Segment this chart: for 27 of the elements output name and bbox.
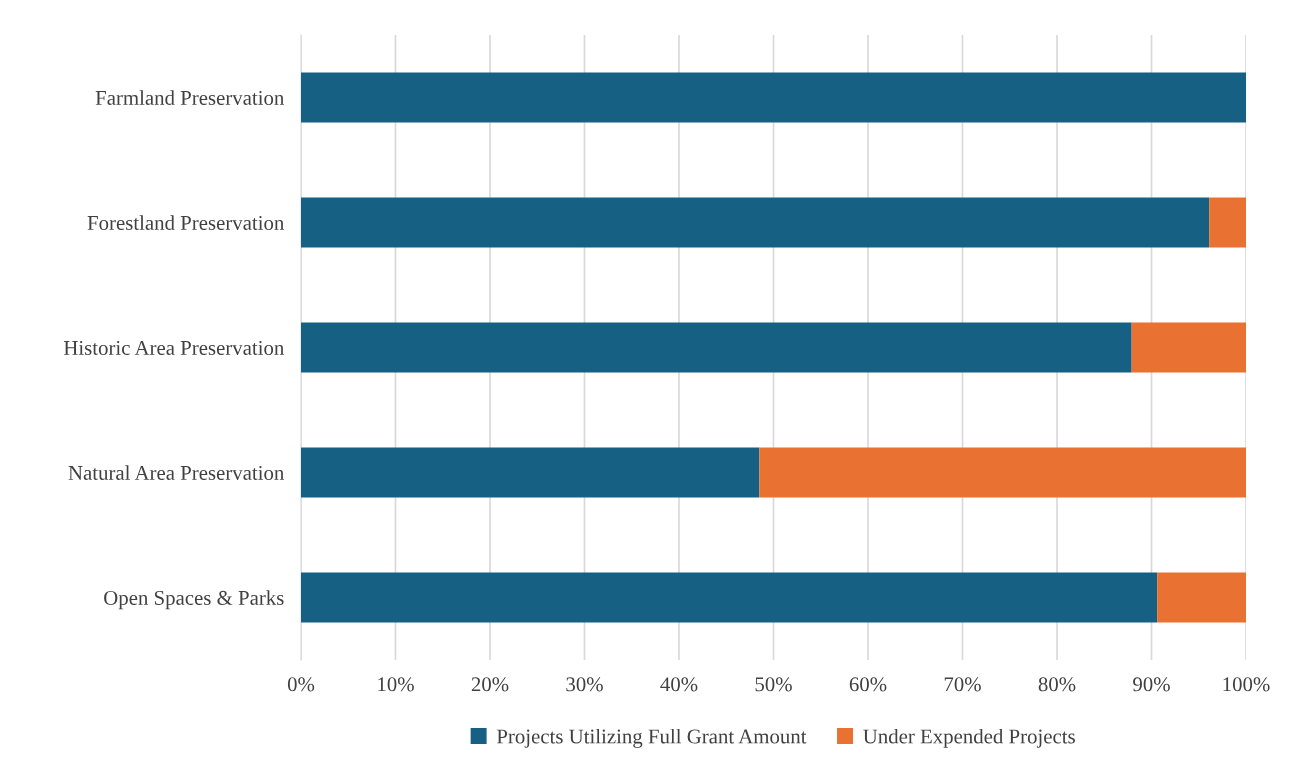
bar (301, 322, 1132, 373)
y-tick-label: Natural Area Preservation (68, 465, 285, 480)
legend-label: Under Expended Projects (863, 728, 1075, 748)
bar (759, 447, 1246, 498)
x-tick-label: 10% (378, 677, 414, 692)
y-tick-label: Farmland Preservation (95, 90, 285, 105)
bar (1157, 572, 1246, 623)
x-tick-label: 90% (1133, 677, 1170, 692)
y-tick-label: Open Spaces & Parks (104, 590, 284, 610)
legend-label: Projects Utilizing Full Grant Amount (496, 728, 807, 748)
x-tick-label: 20% (471, 677, 509, 692)
bar (301, 572, 1158, 623)
x-tick-label: 70% (944, 677, 981, 692)
bar (1209, 197, 1246, 248)
x-tick-label: 80% (1038, 677, 1076, 692)
x-tick-label: 50% (755, 677, 792, 692)
bar (1131, 322, 1246, 373)
x-tick-label: 40% (660, 677, 698, 692)
bar (301, 447, 760, 498)
y-tick-label: Historic Area Preservation (63, 340, 285, 355)
x-tick-label: 60% (849, 677, 887, 692)
y-tick-label: Forestland Preservation (87, 215, 285, 230)
bar (301, 197, 1210, 248)
bar (301, 72, 1246, 123)
x-tick-label: 100% (1223, 677, 1270, 692)
x-tick-label: 0% (287, 677, 315, 692)
x-tick-label: 30% (566, 677, 603, 692)
